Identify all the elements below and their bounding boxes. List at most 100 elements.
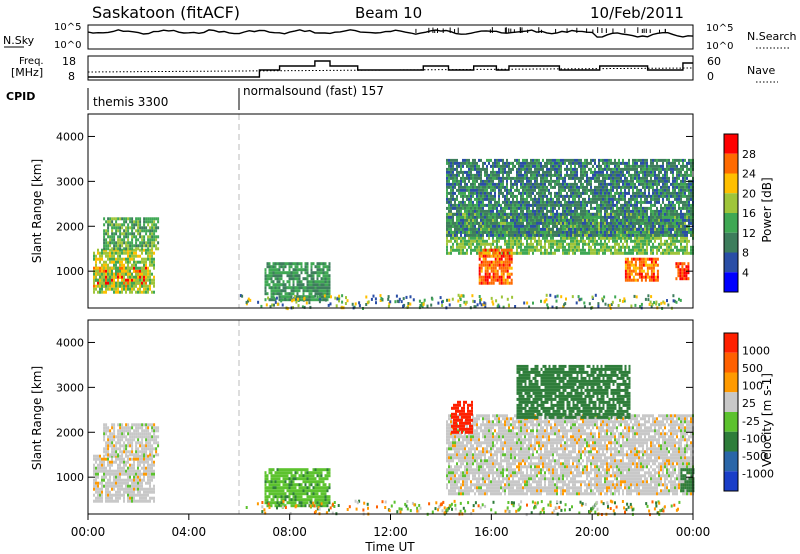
heatmap-cell	[612, 221, 614, 225]
heatmap-cell	[294, 271, 297, 275]
heatmap-cell	[508, 164, 510, 168]
heatmap-cell	[602, 224, 604, 228]
heatmap-cell	[522, 230, 524, 234]
heatmap-cell	[574, 239, 576, 243]
heatmap-cell	[149, 220, 152, 224]
nsearch-tick-bottom: 10^0	[706, 41, 733, 52]
heatmap-cell	[582, 182, 584, 186]
heatmap-cell	[137, 247, 140, 251]
heatmap-cell	[478, 221, 480, 225]
heatmap-cell	[680, 239, 682, 243]
heatmap-cell	[554, 191, 556, 195]
heatmap-cell	[556, 224, 558, 228]
heatmap-cell	[314, 265, 317, 269]
heatmap-cell	[596, 206, 598, 210]
heatmap-cell	[320, 295, 323, 299]
heatmap-cell	[127, 284, 129, 288]
heatmap-cell	[650, 170, 652, 174]
heatmap-cell	[456, 236, 458, 240]
heatmap-cell	[462, 248, 464, 252]
heatmap-cell	[141, 241, 144, 245]
heatmap-cell	[608, 224, 610, 228]
heatmap-cell	[111, 235, 114, 239]
heatmap-cell	[544, 164, 546, 168]
heatmap-cell	[151, 226, 154, 230]
heatmap-cell	[544, 173, 546, 177]
heatmap-cell	[546, 233, 548, 237]
heatmap-cell	[596, 173, 598, 177]
heatmap-cell	[468, 239, 470, 243]
heatmap-cell	[448, 203, 450, 207]
heatmap-cell	[584, 179, 586, 183]
heatmap-cell	[612, 212, 614, 216]
heatmap-cell	[572, 251, 574, 255]
heatmap-cell	[274, 271, 277, 275]
heatmap-cell	[93, 287, 95, 291]
heatmap-cell	[612, 173, 614, 177]
heatmap-cell	[602, 185, 604, 189]
heatmap-cell	[616, 221, 618, 225]
heatmap-cell	[464, 209, 466, 213]
heatmap-cell	[450, 194, 452, 198]
heatmap-cell	[450, 164, 452, 168]
heatmap-cell	[496, 182, 498, 186]
heatmap-cell	[93, 251, 95, 255]
heatmap-cell	[95, 257, 97, 261]
heatmap-cell	[302, 292, 305, 296]
heatmap-cell	[520, 185, 522, 189]
heatmap-cell	[578, 218, 580, 222]
heatmap-cell	[542, 251, 544, 255]
heatmap-cell	[602, 233, 604, 237]
heatmap-cell	[518, 239, 520, 243]
heatmap-cell	[606, 212, 608, 216]
heatmap-cell	[632, 179, 634, 183]
heatmap-cell	[476, 191, 478, 195]
heatmap-cell	[660, 233, 662, 237]
heatmap-cell	[155, 235, 158, 239]
heatmap-cell	[131, 251, 133, 255]
heatmap-cell	[624, 188, 626, 192]
heatmap-cell	[684, 221, 686, 225]
heatmap-cell	[452, 185, 454, 189]
heatmap-cell	[448, 215, 450, 219]
heatmap-cell	[322, 280, 325, 284]
heatmap-cell	[127, 269, 129, 273]
heatmap-cell	[524, 236, 526, 240]
beam-label: Beam 10	[355, 4, 422, 22]
heatmap-cell	[516, 176, 518, 180]
heatmap-cell	[492, 203, 494, 207]
heatmap-cell	[658, 176, 660, 180]
heatmap-cell	[107, 272, 109, 276]
heatmap-cell	[620, 197, 622, 201]
heatmap-cell	[644, 185, 646, 189]
heatmap-cell	[592, 230, 594, 234]
heatmap-cell	[556, 218, 558, 222]
heatmap-cell	[460, 224, 462, 228]
heatmap-cell	[268, 277, 271, 281]
heatmap-cell	[526, 167, 528, 171]
heatmap-cell	[103, 251, 105, 255]
heatmap-cell	[113, 254, 115, 258]
heatmap-cell	[524, 206, 526, 210]
heatmap-cell	[494, 230, 496, 234]
heatmap-cell	[151, 244, 154, 248]
heatmap-cell	[556, 200, 558, 204]
heatmap-cell	[636, 248, 638, 252]
heatmap-cell	[464, 212, 466, 216]
heatmap-cell	[308, 292, 311, 296]
heatmap-cell	[536, 209, 538, 213]
heatmap-cell	[534, 170, 536, 174]
heatmap-cell	[642, 182, 644, 186]
heatmap-cell	[562, 176, 564, 180]
heatmap-cell	[486, 227, 488, 231]
heatmap-cell	[582, 203, 584, 207]
heatmap-cell	[452, 206, 454, 210]
heatmap-cell	[562, 182, 564, 186]
heatmap-cell	[670, 224, 672, 228]
heatmap-cell	[476, 188, 478, 192]
heatmap-cell	[482, 179, 484, 183]
heatmap-cell	[604, 164, 606, 168]
heatmap-cell	[464, 170, 466, 174]
heatmap-cell	[616, 233, 618, 237]
heatmap-cell	[113, 235, 116, 239]
